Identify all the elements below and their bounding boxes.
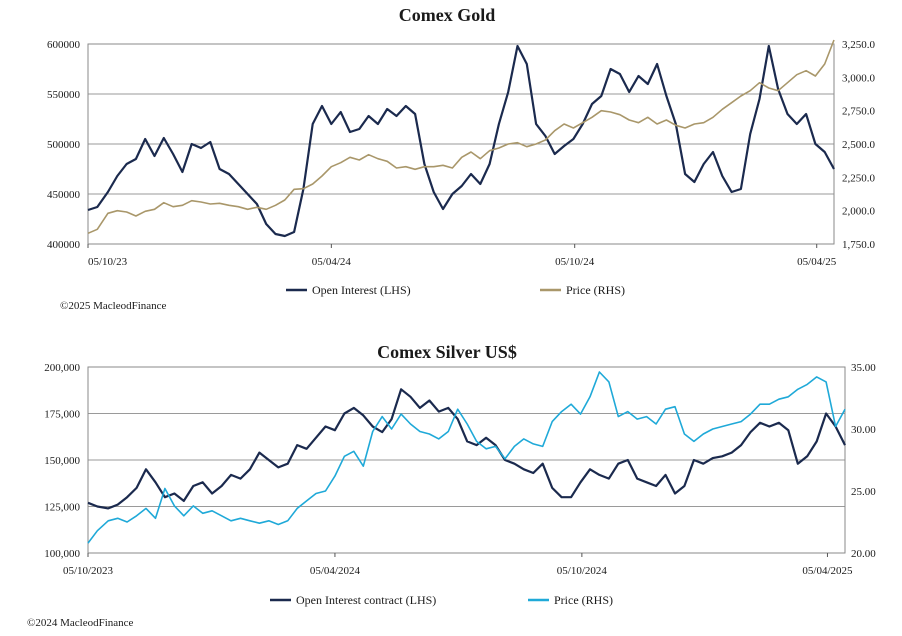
- x-axis-tick-label: 05/10/2023: [63, 565, 114, 577]
- gold-chart: Comex Gold 400000 450000 500000 550000 60000…: [47, 5, 876, 312]
- left-axis-tick-label: 150,000: [44, 455, 80, 467]
- gold-legend: Open Interest (LHS) Price (RHS): [286, 283, 625, 297]
- silver-x-axis-ticks: 05/10/2023 05/04/2024 05/10/2024 05/04/2025: [63, 553, 853, 577]
- silver-legend-label-price: Price (RHS): [554, 593, 613, 607]
- gold-left-axis-ticks: 400000 450000 500000 550000 600000: [47, 39, 81, 251]
- silver-series-group: [87, 371, 846, 544]
- gold-gridlines: [88, 43, 834, 245]
- right-axis-tick-label: 3,000.0: [842, 72, 876, 84]
- silver-plot-frame: [87, 366, 846, 554]
- x-axis-tick-label: 05/10/24: [555, 256, 595, 268]
- x-axis-tick-label: 05/04/2024: [310, 565, 361, 577]
- gold-chart-credit: ©2025 MacleodFinance: [60, 300, 167, 312]
- gold-chart-title: Comex Gold: [399, 5, 496, 25]
- right-axis-tick-label: 30.00: [851, 424, 876, 436]
- gold-plot-frame: [87, 43, 835, 245]
- gold-legend-label-price: Price (RHS): [566, 283, 625, 297]
- left-axis-tick-label: 450000: [47, 189, 81, 201]
- left-axis-tick-label: 600000: [47, 39, 81, 51]
- silver-right-axis-ticks: 20.00 25.00 30.00 35.00: [851, 362, 876, 560]
- series-line-price: [87, 371, 846, 544]
- silver-chart-credit: ©2024 MacleodFinance: [27, 617, 134, 629]
- x-axis-tick-label: 05/10/23: [88, 256, 128, 268]
- left-axis-tick-label: 500000: [47, 139, 81, 151]
- right-axis-tick-label: 2,000.0: [842, 206, 876, 218]
- x-axis-tick-label: 05/04/24: [312, 256, 352, 268]
- x-axis-tick-label: 05/10/2024: [557, 565, 608, 577]
- left-axis-tick-label: 400000: [47, 239, 81, 251]
- right-axis-tick-label: 2,250.0: [842, 172, 876, 184]
- gold-right-axis-ticks: 1,750.0 2,000.0 2,250.0 2,500.0 2,750.0 3,000…: [842, 39, 876, 251]
- gold-series-group: [87, 39, 835, 238]
- left-axis-tick-label: 550000: [47, 89, 81, 101]
- right-axis-tick-label: 1,750.0: [842, 239, 876, 251]
- silver-chart: Comex Silver US$ 100,000 125,000 150,000 17…: [27, 342, 876, 629]
- silver-left-axis-ticks: 100,000 125,000 150,000 175,000 200,000: [44, 362, 80, 560]
- left-axis-tick-label: 175,000: [44, 409, 80, 421]
- left-axis-tick-label: 125,000: [44, 502, 80, 514]
- right-axis-tick-label: 2,750.0: [842, 106, 876, 118]
- right-axis-tick-label: 25.00: [851, 486, 876, 498]
- series-line-open-interest: [87, 44, 835, 238]
- gold-x-axis-ticks: 05/10/23 05/04/24 05/10/24 05/04/25: [87, 244, 837, 268]
- series-line-open-interest: [87, 388, 846, 510]
- x-axis-tick-label: 05/04/2025: [802, 565, 853, 577]
- x-axis-tick-label: 05/04/25: [797, 256, 837, 268]
- gold-legend-label-open-interest: Open Interest (LHS): [312, 283, 411, 297]
- silver-legend-label-open-interest: Open Interest contract (LHS): [296, 593, 436, 607]
- right-axis-tick-label: 2,500.0: [842, 139, 876, 151]
- right-axis-tick-label: 3,250.0: [842, 39, 876, 51]
- silver-chart-title: Comex Silver US$: [377, 342, 517, 362]
- series-line-price: [87, 39, 835, 235]
- right-axis-tick-label: 20.00: [851, 548, 876, 560]
- right-axis-tick-label: 35.00: [851, 362, 876, 374]
- left-axis-tick-label: 200,000: [44, 362, 80, 374]
- silver-legend: Open Interest contract (LHS) Price (RHS): [270, 593, 613, 607]
- left-axis-tick-label: 100,000: [44, 548, 80, 560]
- silver-gridlines: [88, 366, 845, 554]
